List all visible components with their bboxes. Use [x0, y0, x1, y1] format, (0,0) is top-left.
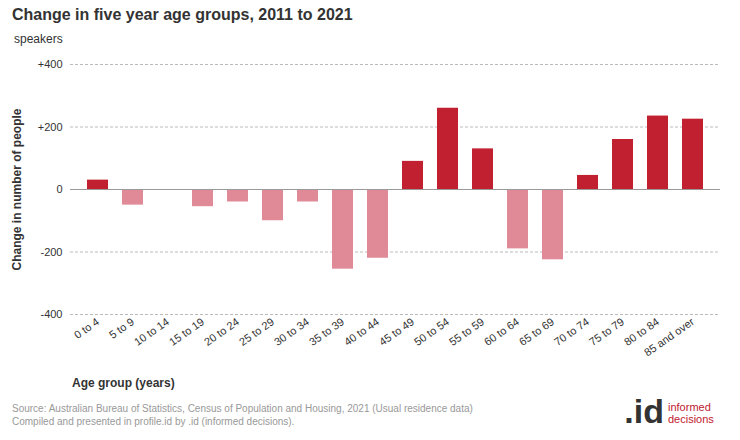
svg-text:60 to 64: 60 to 64 — [482, 315, 521, 348]
html-text:informed decisions: informed decisions — [668, 401, 714, 425]
svg-text:30 to 34: 30 to 34 — [272, 315, 311, 348]
html-text:Compiled and presented in prof: Compiled and presented in profile.id by … — [12, 416, 295, 427]
svg-text:45 to 49: 45 to 49 — [377, 315, 416, 348]
svg-text:25 to 29: 25 to 29 — [237, 315, 276, 348]
svg-text:85 and over: 85 and over — [642, 315, 697, 358]
html-text:speakers: speakers — [14, 32, 63, 46]
svg-text:50 to 54: 50 to 54 — [412, 315, 451, 348]
svg-text:0: 0 — [56, 183, 62, 195]
svg-text:-400: -400 — [40, 308, 62, 320]
svg-text:0 to 4: 0 to 4 — [72, 315, 101, 341]
svg-text:65 to 69: 65 to 69 — [517, 315, 556, 348]
svg-text:40 to 44: 40 to 44 — [342, 315, 381, 348]
html-text:Age group (years): Age group (years) — [72, 376, 175, 390]
svg-text:-200: -200 — [40, 246, 62, 258]
svg-text:35 to 39: 35 to 39 — [307, 315, 346, 348]
svg-text:20 to 24: 20 to 24 — [202, 315, 241, 348]
svg-text:+400: +400 — [38, 58, 63, 70]
html-text:Source: Australian Bureau of S: Source: Australian Bureau of Statistics,… — [12, 403, 473, 414]
svg-text:80 to 84: 80 to 84 — [621, 315, 662, 348]
html-text:Change in five year age groups: Change in five year age groups, 2011 to … — [12, 6, 353, 23]
svg-text:5 to 9: 5 to 9 — [106, 315, 137, 341]
svg-text:10 to 14: 10 to 14 — [132, 315, 171, 348]
svg-text:15 to 19: 15 to 19 — [167, 315, 206, 348]
svg-text:55 to 59: 55 to 59 — [447, 315, 486, 348]
svg-text:75 to 79: 75 to 79 — [587, 315, 626, 348]
svg-text:Change in number of people: Change in number of people — [10, 108, 24, 270]
html-text:.id: .id — [624, 392, 664, 430]
svg-text:+200: +200 — [38, 121, 63, 133]
svg-text:70 to 74: 70 to 74 — [552, 315, 591, 348]
